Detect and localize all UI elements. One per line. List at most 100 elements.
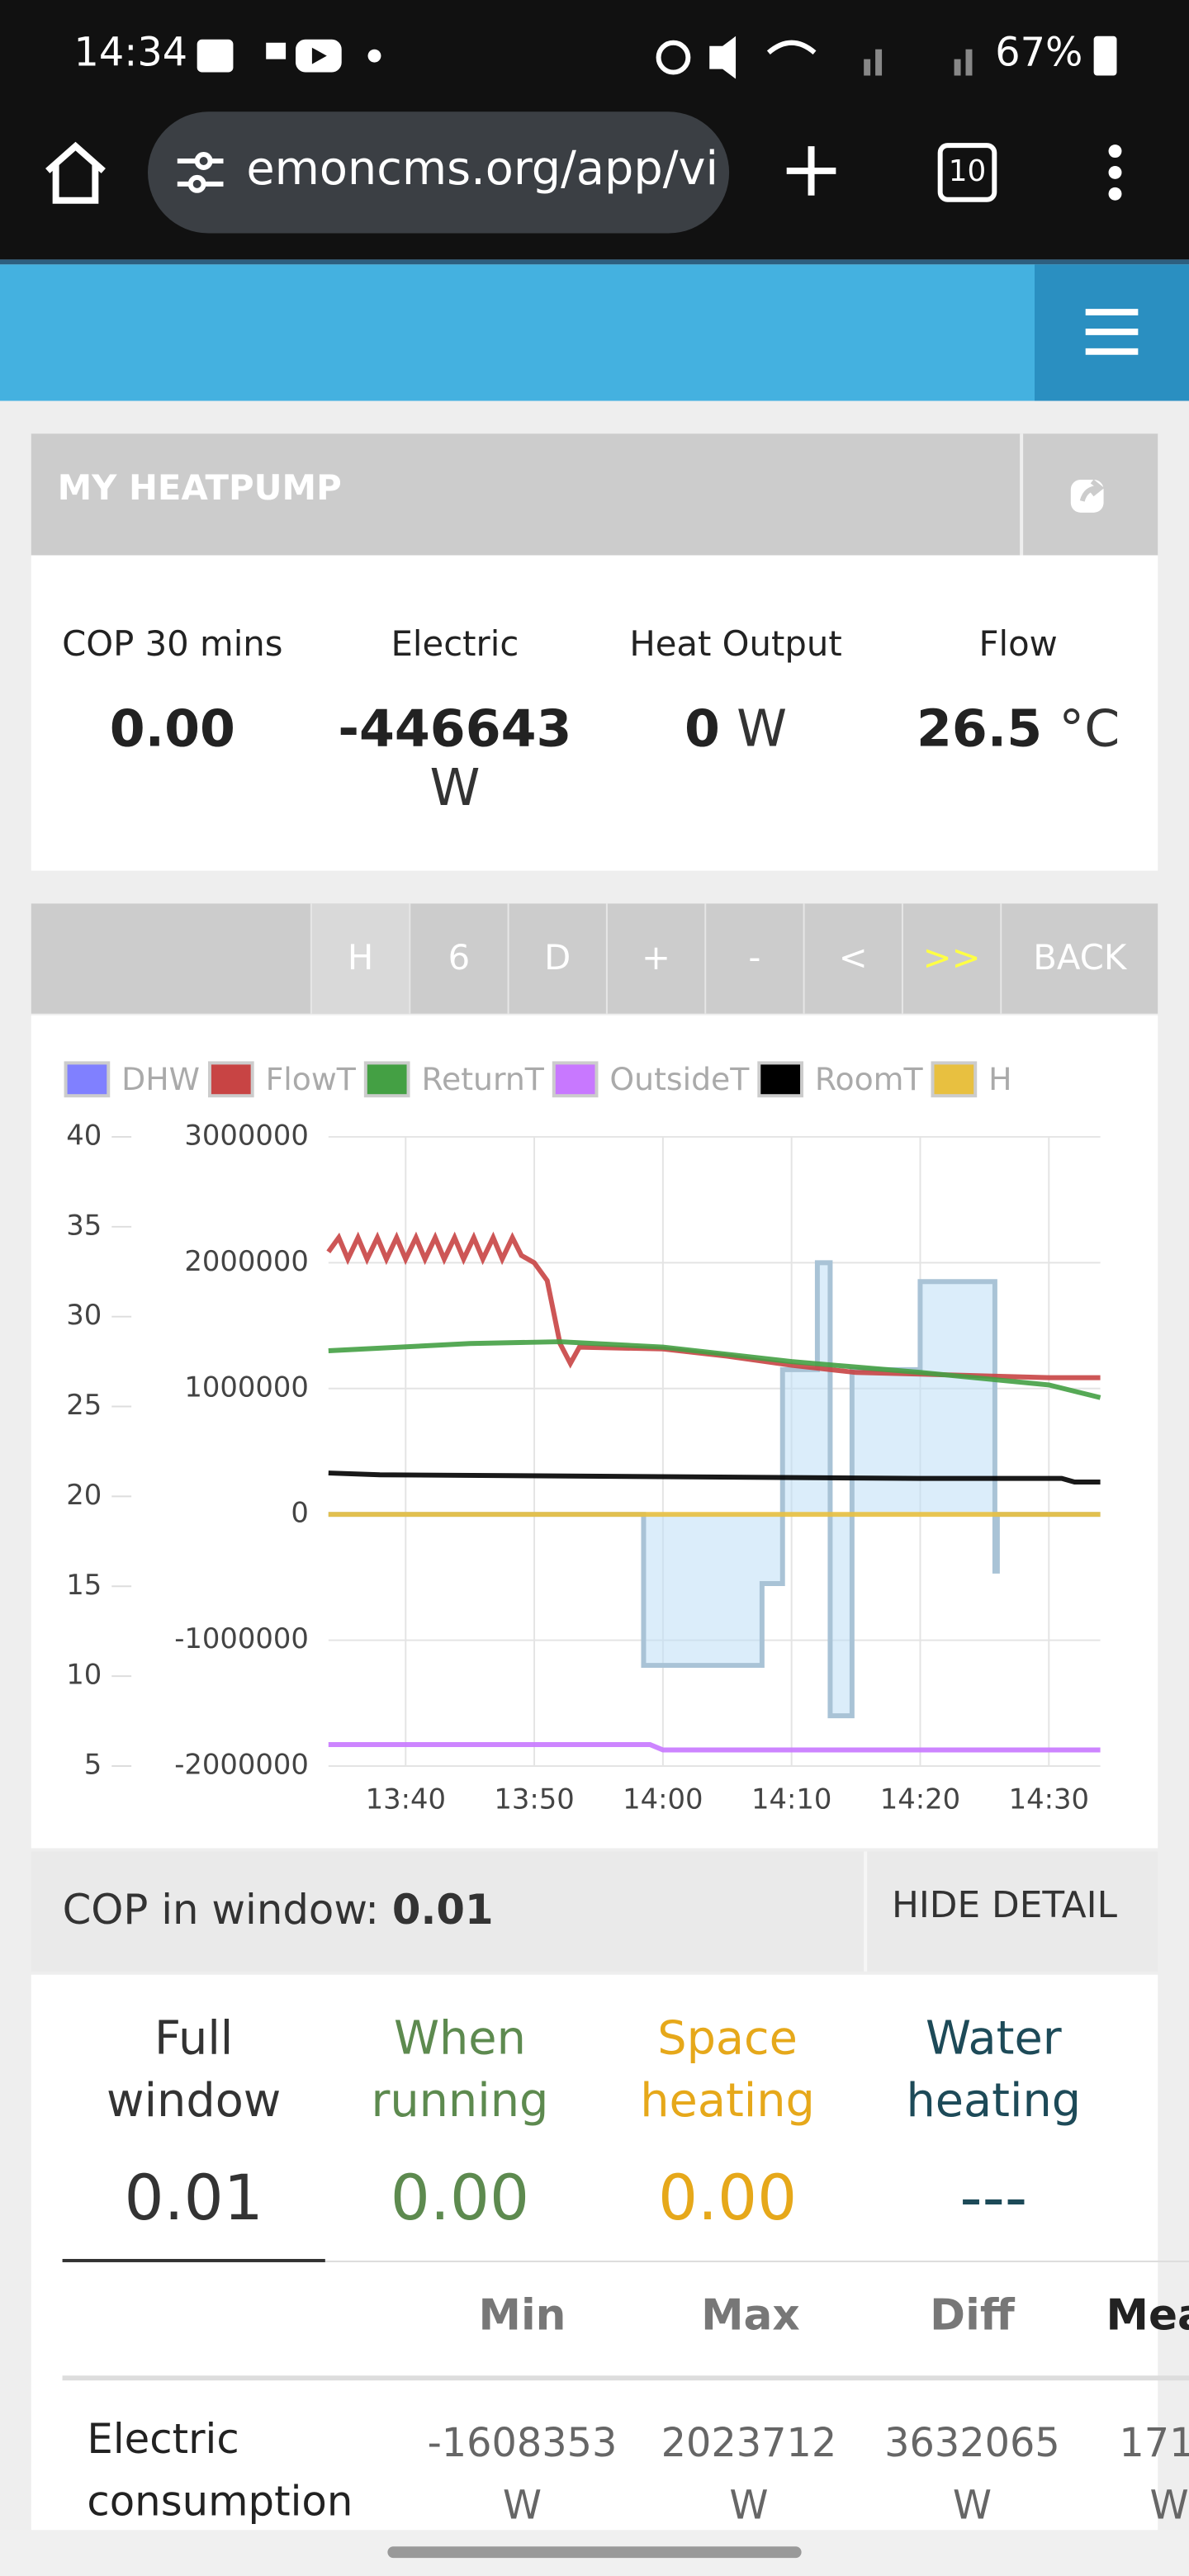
y-tick-label: 20 bbox=[66, 1479, 102, 1511]
home-indicator[interactable] bbox=[387, 2546, 802, 2559]
status-icons bbox=[197, 39, 381, 73]
y2-tick-label: 1000000 bbox=[184, 1371, 308, 1403]
legend-label: OutsideT bbox=[609, 1061, 750, 1097]
stat-value: 0 bbox=[684, 699, 720, 760]
cop-label: COP in window: bbox=[62, 1886, 380, 1934]
stat-flow: Flow 26.5 °C bbox=[879, 624, 1158, 759]
y-tick-label: 15 bbox=[66, 1569, 102, 1601]
title-bar bbox=[31, 433, 1158, 556]
stat-cop: COP 30 mins 0.00 bbox=[33, 624, 312, 759]
hamburger-icon[interactable] bbox=[1082, 305, 1142, 358]
tab-value: --- bbox=[959, 2162, 1028, 2235]
tab-water[interactable]: Water heating --- bbox=[862, 2008, 1125, 2235]
x-tick-label: 13:50 bbox=[494, 1783, 574, 1815]
divider bbox=[1020, 433, 1024, 556]
window-button[interactable]: D bbox=[507, 903, 606, 1014]
stat-heat: Heat Output 0 W bbox=[596, 624, 875, 759]
home-button[interactable] bbox=[40, 138, 112, 211]
legend-label: FlowT bbox=[266, 1061, 357, 1097]
cell-unit: W bbox=[729, 2482, 769, 2529]
zoom-button[interactable]: - bbox=[704, 903, 803, 1014]
cop-window: COP in window: 0.01 bbox=[63, 1886, 494, 1934]
url-text: emoncms.org/app/vi bbox=[246, 141, 718, 196]
battery-level: 67% bbox=[995, 29, 1083, 76]
legend-swatch bbox=[552, 1061, 599, 1098]
legend-label: DHW bbox=[121, 1061, 200, 1097]
table-cell: -1608353 W bbox=[428, 2412, 618, 2536]
back-button[interactable]: BACK bbox=[1000, 903, 1158, 1014]
tab-value: 0.00 bbox=[390, 2162, 530, 2235]
tab-switcher[interactable]: 10 bbox=[937, 143, 997, 202]
site-settings-icon[interactable] bbox=[174, 151, 227, 197]
cell-unit: W bbox=[952, 2482, 992, 2529]
stat-label: Electric bbox=[391, 624, 519, 664]
divider bbox=[864, 1851, 868, 1972]
y2-tick-label: -2000000 bbox=[174, 1749, 309, 1781]
legend-swatch bbox=[931, 1061, 978, 1098]
hide-detail-button[interactable]: HIDE DETAIL bbox=[891, 1886, 1117, 1928]
cell-value: 1712 bbox=[1119, 2419, 1189, 2466]
tab-title: Water heating bbox=[906, 2010, 1082, 2128]
series-line bbox=[326, 1231, 1101, 1380]
tab-full[interactable]: Full window 0.01 bbox=[63, 2008, 325, 2235]
cell-value: 3632065 bbox=[884, 2419, 1060, 2466]
stat-value: -446643 bbox=[338, 699, 572, 760]
legend: DHW FlowT ReturnT OutsideT RoomT H bbox=[64, 1061, 1012, 1098]
y-tick-label: 30 bbox=[66, 1299, 102, 1331]
x-tick-label: 14:20 bbox=[880, 1783, 960, 1815]
stat-unit: °C bbox=[1059, 699, 1120, 760]
table-cell: 1712 W bbox=[1119, 2412, 1189, 2536]
y2-tick-label: 0 bbox=[291, 1497, 309, 1529]
pan-button[interactable]: >> bbox=[901, 903, 1000, 1014]
divider bbox=[62, 2375, 1189, 2381]
window-button[interactable]: 6 bbox=[409, 903, 507, 1014]
row-label: Electric consumption bbox=[87, 2415, 353, 2526]
area-fill bbox=[328, 1262, 1101, 1717]
tab-title: Space heating bbox=[640, 2010, 815, 2128]
y2-tick-label: 2000000 bbox=[184, 1245, 308, 1277]
tab-running[interactable]: When running 0.00 bbox=[329, 2008, 591, 2235]
y2-tick-label: -1000000 bbox=[174, 1622, 309, 1655]
series-line bbox=[328, 1339, 1101, 1400]
table-cell: 2023712 W bbox=[661, 2412, 837, 2536]
hamburger-button[interactable] bbox=[1035, 264, 1189, 401]
divider bbox=[0, 259, 1189, 265]
tab-value: 0.00 bbox=[657, 2162, 798, 2235]
x-tick-label: 14:10 bbox=[751, 1783, 831, 1815]
app-header bbox=[0, 264, 1189, 401]
zoom-button[interactable]: + bbox=[605, 903, 704, 1014]
stat-label: Heat Output bbox=[629, 624, 842, 664]
share-button[interactable] bbox=[1068, 473, 1111, 516]
table-cell: 3632065 W bbox=[884, 2412, 1060, 2536]
stat-unit: W bbox=[429, 759, 481, 818]
legend-swatch bbox=[757, 1061, 804, 1098]
stat-electric: Electric -446643 W bbox=[315, 624, 594, 818]
status-time: 14:34 bbox=[73, 29, 188, 76]
stat-unit: W bbox=[737, 699, 788, 760]
cell-value: -1608353 bbox=[427, 2419, 618, 2466]
cell-unit: W bbox=[1149, 2482, 1189, 2529]
y-tick-label: 40 bbox=[66, 1119, 102, 1151]
window-button[interactable]: H bbox=[310, 903, 410, 1014]
legend-swatch bbox=[207, 1061, 254, 1098]
active-tab-underline bbox=[62, 2258, 325, 2262]
stat-value: 0.00 bbox=[109, 699, 235, 760]
cop-value: 0.01 bbox=[391, 1886, 494, 1934]
url-bar[interactable]: emoncms.org/app/vi bbox=[148, 111, 730, 234]
x-tick-label: 13:40 bbox=[366, 1783, 446, 1815]
tab-space[interactable]: Space heating 0.00 bbox=[596, 2008, 859, 2235]
pan-button[interactable]: < bbox=[803, 903, 902, 1014]
table-header: Mea bbox=[1106, 2291, 1189, 2342]
series-line bbox=[328, 1470, 1101, 1485]
area-line bbox=[328, 1260, 1101, 1719]
stat-label: Flow bbox=[978, 624, 1058, 664]
y-tick-label: 5 bbox=[84, 1749, 102, 1781]
legend-label: H bbox=[988, 1061, 1011, 1097]
new-tab-button[interactable] bbox=[782, 141, 841, 201]
tab-title: Full window bbox=[107, 2010, 282, 2128]
menu-button[interactable] bbox=[1101, 141, 1130, 207]
x-tick-label: 14:30 bbox=[1009, 1783, 1089, 1815]
